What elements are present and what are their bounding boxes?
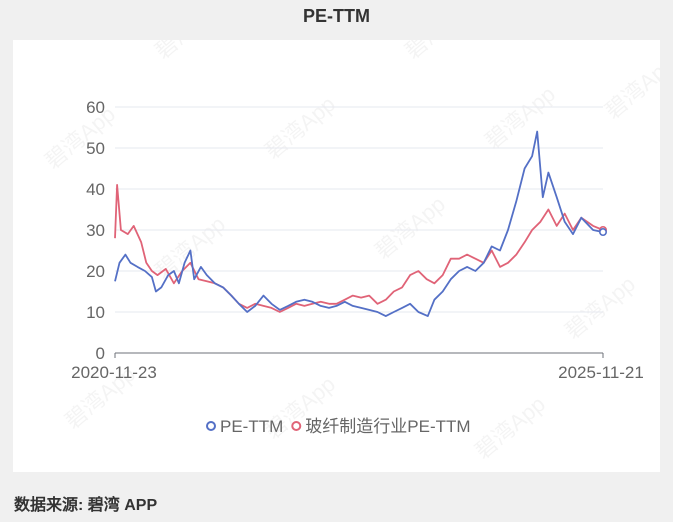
watermark-text: 碧湾App <box>600 51 660 124</box>
y-axis: 0 10 20 30 40 50 60 <box>86 98 105 363</box>
watermark-text: 碧湾App <box>560 271 640 344</box>
y-tick-label: 0 <box>96 344 105 363</box>
watermark-text: 碧湾App <box>150 40 230 64</box>
watermark-text: 碧湾App <box>480 81 560 154</box>
x-tick-label: 2020-11-23 <box>71 363 157 382</box>
watermark-text: 碧湾App <box>150 211 230 284</box>
series-line-pe-ttm <box>114 130 604 317</box>
legend-item[interactable]: 玻纤制造行业PE-TTM <box>291 417 471 436</box>
series-end-marker <box>598 228 607 237</box>
chart-panel: 碧湾App 碧湾App 碧湾App 碧湾App 碧湾App 碧湾App 碧湾App 碧湾App… <box>13 0 673 472</box>
watermark-text: 碧湾App <box>470 391 550 464</box>
watermark-text: 碧湾App <box>370 191 450 264</box>
chart-legend[interactable]: PE-TTM 玻纤制造行业PE-TTM <box>206 417 471 436</box>
y-tick-label: 30 <box>86 221 105 240</box>
x-axis: 2020-11-23 2025-11-21 <box>71 352 644 382</box>
legend-marker-icon <box>206 421 216 431</box>
legend-marker-icon <box>291 421 302 431</box>
legend-label: PE-TTM <box>220 417 283 436</box>
data-source-note: 数据来源: 碧湾 APP <box>14 497 158 514</box>
y-tick-label: 20 <box>86 262 105 281</box>
y-tick-label: 50 <box>86 139 105 158</box>
y-tick-label: 10 <box>86 303 105 322</box>
watermark-text: 碧湾App <box>40 101 120 174</box>
watermark-text: 碧湾App <box>400 40 480 64</box>
series-lines <box>114 130 607 317</box>
y-tick-label: 60 <box>86 98 105 117</box>
grid-lines <box>115 106 603 313</box>
legend-label: 玻纤制造行业PE-TTM <box>305 417 470 436</box>
y-tick-label: 40 <box>86 180 105 199</box>
legend-item[interactable]: PE-TTM <box>206 417 283 436</box>
watermark-text: 碧湾App <box>260 91 340 164</box>
chart-title: PE-TTM <box>303 6 370 26</box>
x-tick-label: 2025-11-21 <box>558 363 644 382</box>
